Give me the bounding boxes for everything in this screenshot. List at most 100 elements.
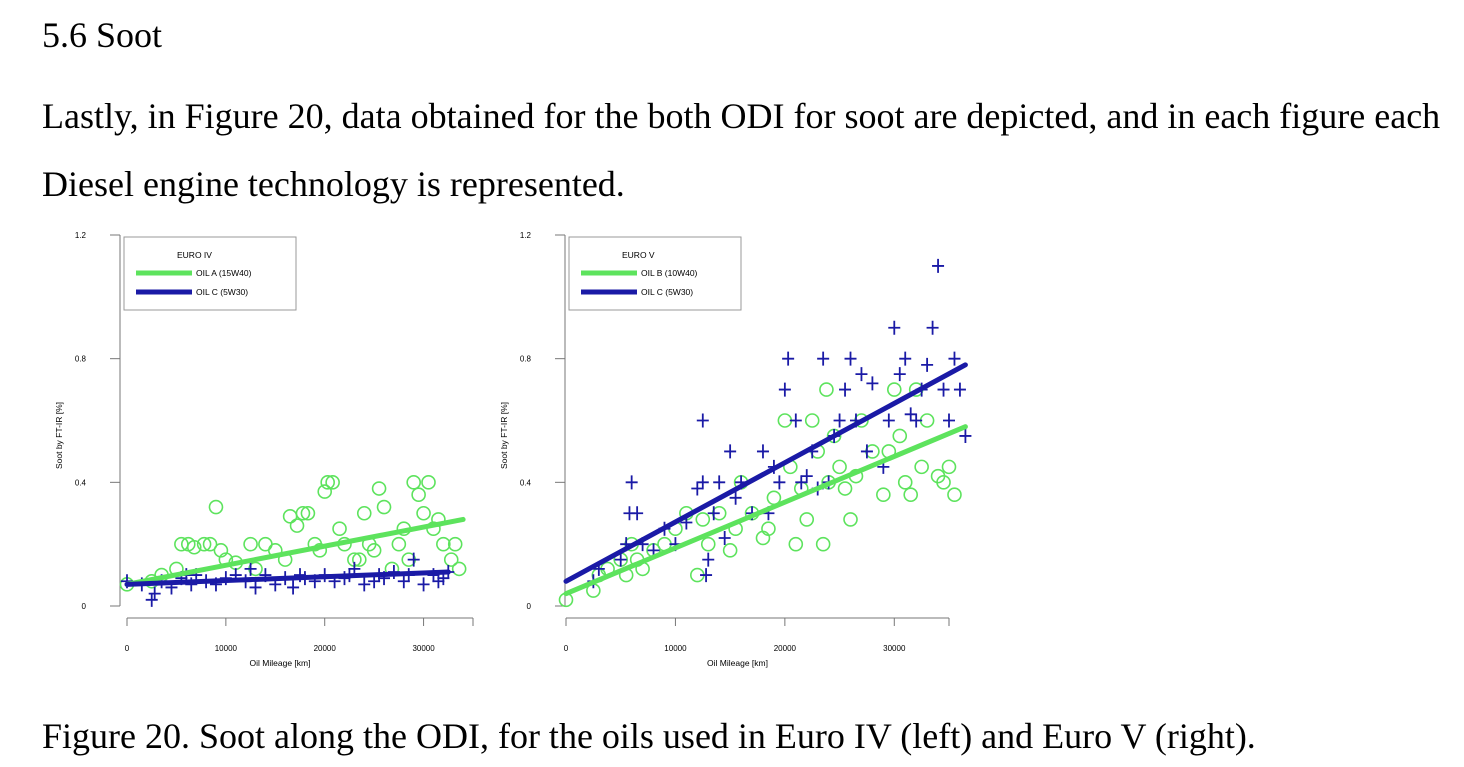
data-point-green bbox=[451, 561, 467, 577]
data-point-blue bbox=[959, 428, 972, 443]
data-point-green bbox=[700, 536, 716, 552]
x-axis-label: Oil Mileage [km] bbox=[250, 658, 311, 668]
data-point-green bbox=[371, 481, 387, 496]
data-point-green bbox=[936, 475, 951, 490]
x-tick-label: 30000 bbox=[412, 644, 435, 653]
data-point-green bbox=[947, 487, 962, 503]
data-point-blue bbox=[888, 320, 901, 335]
data-point-blue bbox=[702, 552, 715, 567]
data-point-green bbox=[436, 536, 451, 552]
data-point-green bbox=[761, 521, 776, 537]
y-tick-label: 0.8 bbox=[75, 355, 87, 364]
trend-line-blue bbox=[563, 362, 968, 584]
x-tick-label: 0 bbox=[564, 644, 569, 653]
y-axis-label: Soot by FT-IR [%] bbox=[54, 402, 64, 469]
data-point-blue bbox=[397, 574, 410, 589]
data-point-blue bbox=[631, 506, 644, 521]
data-point-green bbox=[243, 536, 258, 552]
data-point-blue bbox=[904, 407, 917, 422]
trend-line-green bbox=[563, 424, 968, 597]
legend-label: OIL C (5W30) bbox=[641, 287, 693, 297]
data-point-blue bbox=[948, 351, 961, 366]
data-point-blue bbox=[860, 444, 873, 459]
data-point-blue bbox=[148, 586, 161, 601]
data-point-green bbox=[356, 505, 372, 521]
section-heading: 5.6 Soot bbox=[42, 15, 163, 55]
data-point-green bbox=[186, 539, 202, 555]
data-point-blue bbox=[718, 530, 731, 545]
data-point-green bbox=[366, 543, 382, 558]
data-point-green bbox=[376, 499, 392, 515]
trend-line-blue bbox=[124, 569, 451, 587]
data-point-blue bbox=[625, 475, 638, 490]
legend-title: EURO V bbox=[622, 250, 655, 260]
data-point-green bbox=[832, 459, 847, 475]
data-point-blue bbox=[866, 376, 879, 391]
data-point-green bbox=[202, 536, 218, 552]
data-point-green bbox=[843, 512, 858, 527]
data-point-blue bbox=[839, 382, 852, 397]
data-point-blue bbox=[417, 577, 430, 592]
data-point-green bbox=[919, 413, 935, 428]
data-point-blue bbox=[932, 258, 945, 273]
data-point-blue bbox=[855, 367, 868, 382]
x-tick-label: 10000 bbox=[664, 644, 687, 653]
y-tick-label: 0.8 bbox=[520, 355, 532, 364]
data-point-blue bbox=[882, 413, 895, 428]
chart-euro-v: 0 0.4 0.8 1.2 0 10000 20000 30000 Oil Mileage [k… bbox=[499, 231, 972, 668]
data-point-blue bbox=[691, 481, 704, 496]
data-point-blue bbox=[921, 357, 934, 372]
data-point-blue bbox=[700, 568, 713, 583]
data-point-green bbox=[777, 413, 793, 428]
data-point-blue bbox=[244, 561, 257, 576]
data-point-green bbox=[300, 505, 316, 521]
y-tick-label: 1.2 bbox=[520, 231, 532, 240]
data-point-green bbox=[208, 499, 224, 515]
data-point-blue bbox=[432, 574, 445, 589]
data-point-blue bbox=[358, 577, 371, 592]
data-point-blue bbox=[893, 367, 906, 382]
x-tick-label: 20000 bbox=[314, 644, 337, 653]
data-point-green bbox=[258, 536, 273, 552]
data-point-blue bbox=[817, 351, 830, 366]
legend-label: OIL B (10W40) bbox=[641, 268, 698, 278]
data-point-blue bbox=[800, 469, 813, 484]
data-point-green bbox=[837, 481, 853, 496]
data-point-green bbox=[411, 487, 426, 503]
data-point-green bbox=[317, 484, 333, 499]
data-point-green bbox=[289, 518, 305, 533]
x-axis-label: Oil Mileage [km] bbox=[707, 658, 768, 668]
data-point-green bbox=[443, 552, 459, 567]
data-point-blue bbox=[407, 552, 420, 567]
data-point-green bbox=[886, 382, 902, 397]
data-point-green bbox=[282, 509, 298, 524]
data-point-green bbox=[903, 487, 919, 503]
data-point-green bbox=[941, 459, 957, 475]
data-point-blue bbox=[943, 413, 955, 428]
data-point-green bbox=[815, 536, 831, 552]
data-point-green bbox=[914, 459, 929, 475]
data-point-blue bbox=[899, 351, 912, 366]
data-point-blue bbox=[696, 475, 709, 490]
data-point-green bbox=[876, 487, 891, 503]
data-point-blue bbox=[778, 382, 791, 397]
data-point-blue bbox=[926, 320, 939, 335]
data-point-blue bbox=[937, 382, 950, 397]
data-point-blue bbox=[713, 475, 726, 490]
legend-title: EURO IV bbox=[177, 250, 212, 260]
data-point-blue bbox=[833, 413, 846, 428]
data-point-green bbox=[722, 543, 738, 558]
data-point-blue bbox=[910, 413, 923, 428]
data-point-green bbox=[799, 512, 815, 527]
x-tick-label: 20000 bbox=[774, 644, 797, 653]
data-point-green bbox=[325, 475, 340, 490]
data-point-blue bbox=[773, 475, 786, 490]
data-point-green bbox=[819, 382, 834, 397]
data-point-green bbox=[788, 536, 804, 552]
data-point-green bbox=[213, 543, 229, 558]
data-point-green bbox=[695, 512, 711, 527]
y-tick-label: 0.4 bbox=[520, 478, 532, 487]
x-tick-label: 0 bbox=[125, 644, 130, 653]
legend-label: OIL A (15W40) bbox=[196, 268, 252, 278]
data-point-blue bbox=[953, 382, 966, 397]
